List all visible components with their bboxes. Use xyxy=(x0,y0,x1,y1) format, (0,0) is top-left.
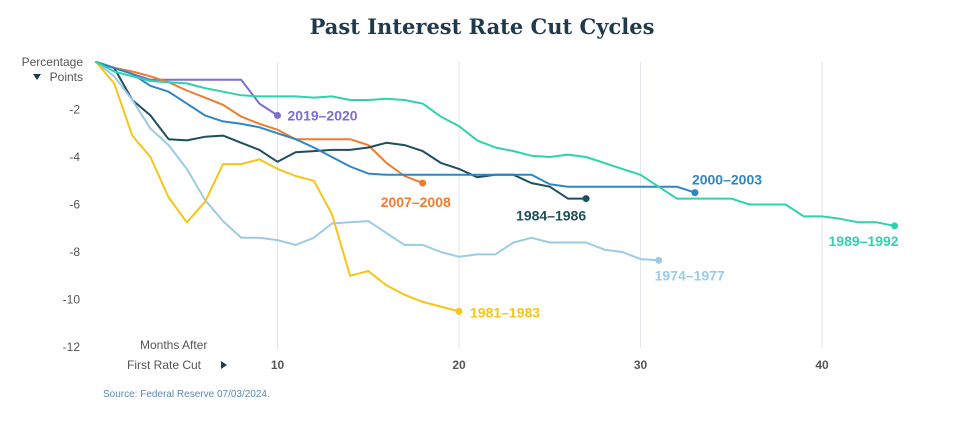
series-line xyxy=(95,61,696,194)
series-end-point xyxy=(582,195,590,203)
source-note: Source: Federal Reserve 07/03/2024. xyxy=(103,389,270,400)
series-line xyxy=(95,61,460,313)
series-label: 1989–1992 xyxy=(829,233,899,249)
series-label: 2000–2003 xyxy=(692,172,762,188)
series-label: 2007–2008 xyxy=(381,194,451,210)
series-line xyxy=(95,61,424,185)
y-tick-label: -12 xyxy=(63,340,81,354)
down-triangle-icon xyxy=(33,74,41,80)
series-label-layer: 2019–2020 2007–2008 1984–1986 2000–2003 1974… xyxy=(288,107,899,320)
y-tick-label: -10 xyxy=(63,293,81,307)
chart-title: Past Interest Rate Cut Cycles xyxy=(310,14,655,39)
series-layer xyxy=(95,61,899,315)
series-line xyxy=(95,61,896,227)
series-end-point xyxy=(691,189,699,197)
series-label: 2019–2020 xyxy=(288,107,358,123)
series-line xyxy=(95,61,660,262)
y-axis-label-line2: Points xyxy=(50,70,83,84)
x-tick-label: 10 xyxy=(271,358,285,372)
right-triangle-icon xyxy=(221,361,227,369)
y-tick-label: -8 xyxy=(69,245,80,259)
series-end-point xyxy=(891,222,899,230)
axis-layer: Percentage Points Months After First Rat… xyxy=(22,55,829,372)
y-axis-label-line1: Percentage xyxy=(22,55,84,69)
x-tick-label: 30 xyxy=(634,358,648,372)
x-tick-label: 20 xyxy=(452,358,466,372)
series-end-point xyxy=(655,256,663,264)
y-tick-label: -2 xyxy=(69,103,80,117)
y-tick-label: -6 xyxy=(69,198,80,212)
series-label: 1974–1977 xyxy=(655,267,725,283)
series-end-point xyxy=(419,179,427,187)
y-tick-label: -4 xyxy=(69,150,80,164)
series-end-point xyxy=(274,111,281,119)
x-axis-label-line1: Months After xyxy=(140,338,207,352)
x-axis-label-line2: First Rate Cut xyxy=(127,358,202,372)
series-label: 1981–1983 xyxy=(470,304,540,320)
series-label: 1984–1986 xyxy=(516,208,586,224)
grid-layer xyxy=(277,62,823,348)
series-end-point xyxy=(455,307,463,315)
x-tick-label: 40 xyxy=(815,358,829,372)
